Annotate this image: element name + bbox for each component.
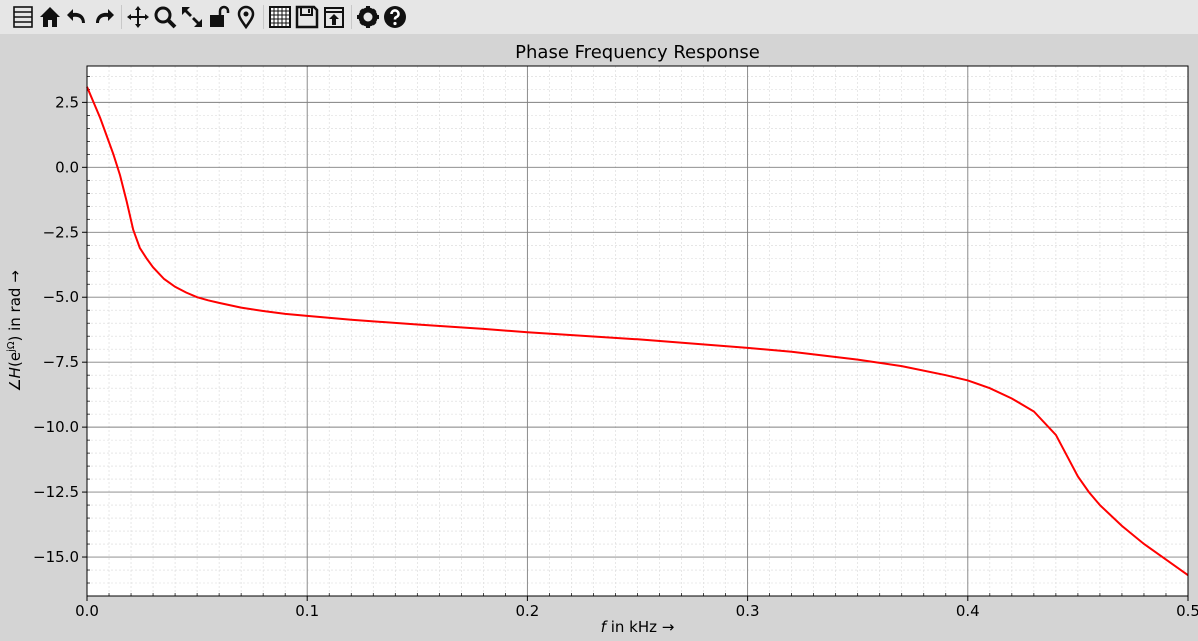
- list-icon: [13, 6, 33, 28]
- toolbar-grid-button[interactable]: [267, 3, 293, 31]
- toolbar-pan-button[interactable]: [125, 3, 151, 31]
- toolbar-lock-button[interactable]: [206, 3, 232, 31]
- plot-frame: [86, 65, 1189, 597]
- toolbar-forward-button[interactable]: [91, 3, 117, 31]
- phase-response-line: [86, 86, 1189, 577]
- chart-title: Phase Frequency Response: [515, 42, 760, 63]
- figure-canvas: 0.0 0.1 0.2 0.3 0.4 0.5 2.5 0.0 −2.5 −5.0 −7.5 −10.…: [0, 34, 1198, 641]
- y-tick-label: −7.5: [43, 353, 79, 371]
- y-axis-title-variable: H: [6, 367, 24, 378]
- gear-icon: [357, 6, 379, 28]
- toolbar-help-button[interactable]: [382, 3, 408, 31]
- marker-icon: [237, 5, 255, 29]
- autoscale-icon: [182, 7, 202, 27]
- toolbar-zoom-button[interactable]: [152, 3, 178, 31]
- x-tick-label: 0.0: [75, 602, 99, 620]
- y-tick-label: −12.5: [33, 483, 79, 501]
- x-tick-label: 0.2: [515, 602, 539, 620]
- x-axis-title-variable: f: [601, 618, 609, 636]
- y-tick-label: −5.0: [43, 288, 79, 306]
- y-axis-title: ∠H(ejΩ) in rad →: [6, 270, 24, 392]
- toolbar-separator: [121, 5, 122, 29]
- tick-labels: 0.0 0.1 0.2 0.3 0.4 0.5 2.5 0.0 −2.5 −5.0 −7.5 −10.…: [33, 93, 1198, 620]
- toolbar-home-button[interactable]: [37, 3, 63, 31]
- lock-icon: [210, 5, 230, 27]
- toolbar-save-button[interactable]: [294, 3, 320, 31]
- help-icon: [384, 6, 406, 28]
- toolbar-list-button[interactable]: [10, 3, 36, 31]
- x-tick-label: 0.5: [1176, 602, 1198, 620]
- back-arrow-icon: [67, 9, 85, 23]
- x-tick-label: 0.1: [295, 602, 319, 620]
- toolbar-separator: [263, 5, 264, 29]
- x-tick-label: 0.4: [956, 602, 980, 620]
- y-tick-label: −10.0: [33, 418, 79, 436]
- y-axis-title-angle: ∠: [6, 378, 24, 391]
- toolbar-separator: [351, 5, 352, 29]
- y-axis-title-unit: ) in rad →: [6, 270, 24, 341]
- forward-arrow-icon: [96, 9, 114, 23]
- toolbar-marker-button[interactable]: [233, 3, 259, 31]
- pan-icon: [127, 6, 149, 28]
- toolbar: [0, 0, 1198, 34]
- y-axis-title-superscript: jΩ: [6, 341, 17, 353]
- x-tick-label: 0.3: [736, 602, 760, 620]
- toolbar-settings-button[interactable]: [355, 3, 381, 31]
- y-axis-title-open: (e: [6, 352, 24, 367]
- grid-icon: [269, 6, 291, 28]
- toolbar-autoscale-button[interactable]: [179, 3, 205, 31]
- y-tick-label: 0.0: [55, 158, 79, 176]
- toolbar-back-button[interactable]: [64, 3, 90, 31]
- y-tick-label: −15.0: [33, 548, 79, 566]
- home-icon: [40, 7, 60, 27]
- zoom-icon: [154, 6, 177, 29]
- y-tick-label: 2.5: [55, 93, 79, 111]
- x-axis-title-unit: in kHz →: [606, 618, 674, 636]
- save-icon: [295, 5, 319, 29]
- toolbar-export-button[interactable]: [321, 3, 347, 31]
- x-axis-title: f in kHz →: [601, 618, 675, 636]
- export-icon: [324, 7, 344, 28]
- chart: 0.0 0.1 0.2 0.3 0.4 0.5 2.5 0.0 −2.5 −5.0 −7.5 −10.…: [6, 42, 1198, 636]
- y-tick-label: −2.5: [43, 223, 79, 241]
